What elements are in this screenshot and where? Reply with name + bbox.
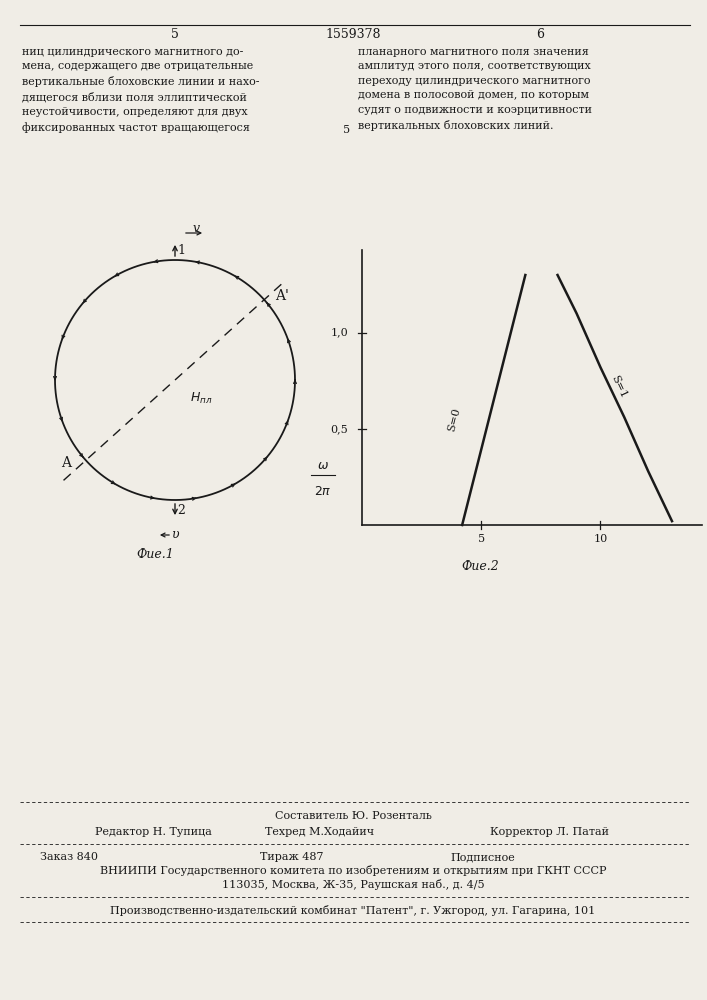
Text: Редактор Н. Тупица: Редактор Н. Тупица xyxy=(95,827,212,837)
Text: A': A' xyxy=(275,289,289,303)
Text: 5: 5 xyxy=(343,125,350,135)
Text: Производственно-издательский комбинат "Патент", г. Ужгород, ул. Гагарина, 101: Производственно-издательский комбинат "П… xyxy=(110,904,595,916)
Text: Фие.1: Фие.1 xyxy=(136,548,174,562)
Text: S=1: S=1 xyxy=(609,373,628,400)
Text: Техред М.Ходайич: Техред М.Ходайич xyxy=(265,827,374,837)
Text: ВНИИПИ Государственного комитета по изобретениям и открытиям при ГКНТ СССР: ВНИИПИ Государственного комитета по изоб… xyxy=(100,865,606,876)
Text: 1: 1 xyxy=(177,243,185,256)
Text: v: v xyxy=(193,222,200,234)
Text: $\omega$: $\omega$ xyxy=(317,459,329,472)
Text: 1559378: 1559378 xyxy=(325,28,381,41)
Text: 1,0: 1,0 xyxy=(330,328,348,338)
Text: 5: 5 xyxy=(478,534,485,544)
Text: Корректор Л. Патай: Корректор Л. Патай xyxy=(490,827,609,837)
Text: 2: 2 xyxy=(177,504,185,516)
Text: A: A xyxy=(61,456,71,470)
Text: 10: 10 xyxy=(593,534,607,544)
Text: υ: υ xyxy=(171,528,179,542)
Text: 0,5: 0,5 xyxy=(330,424,348,434)
Text: планарного магнитного поля значения
амплитуд этого поля, соответствующих
переход: планарного магнитного поля значения ампл… xyxy=(358,47,592,131)
Text: Тираж 487: Тираж 487 xyxy=(260,852,324,862)
Text: $2\pi$: $2\pi$ xyxy=(314,485,332,498)
Text: $H_{пл}$: $H_{пл}$ xyxy=(190,390,212,406)
Text: Фие.2: Фие.2 xyxy=(461,560,498,574)
Text: S=0: S=0 xyxy=(447,406,462,432)
Text: ниц цилиндрического магнитного до-
мена, содержащего две отрицательные
вертикаль: ниц цилиндрического магнитного до- мена,… xyxy=(22,47,259,133)
Text: 6: 6 xyxy=(536,28,544,41)
Text: Составитель Ю. Розенталь: Составитель Ю. Розенталь xyxy=(274,811,431,821)
Text: 5: 5 xyxy=(171,28,179,41)
Text: Заказ 840: Заказ 840 xyxy=(40,852,98,862)
Text: Подписное: Подписное xyxy=(450,852,515,862)
Text: 113035, Москва, Ж-35, Раушская наб., д. 4/5: 113035, Москва, Ж-35, Раушская наб., д. … xyxy=(222,880,484,890)
